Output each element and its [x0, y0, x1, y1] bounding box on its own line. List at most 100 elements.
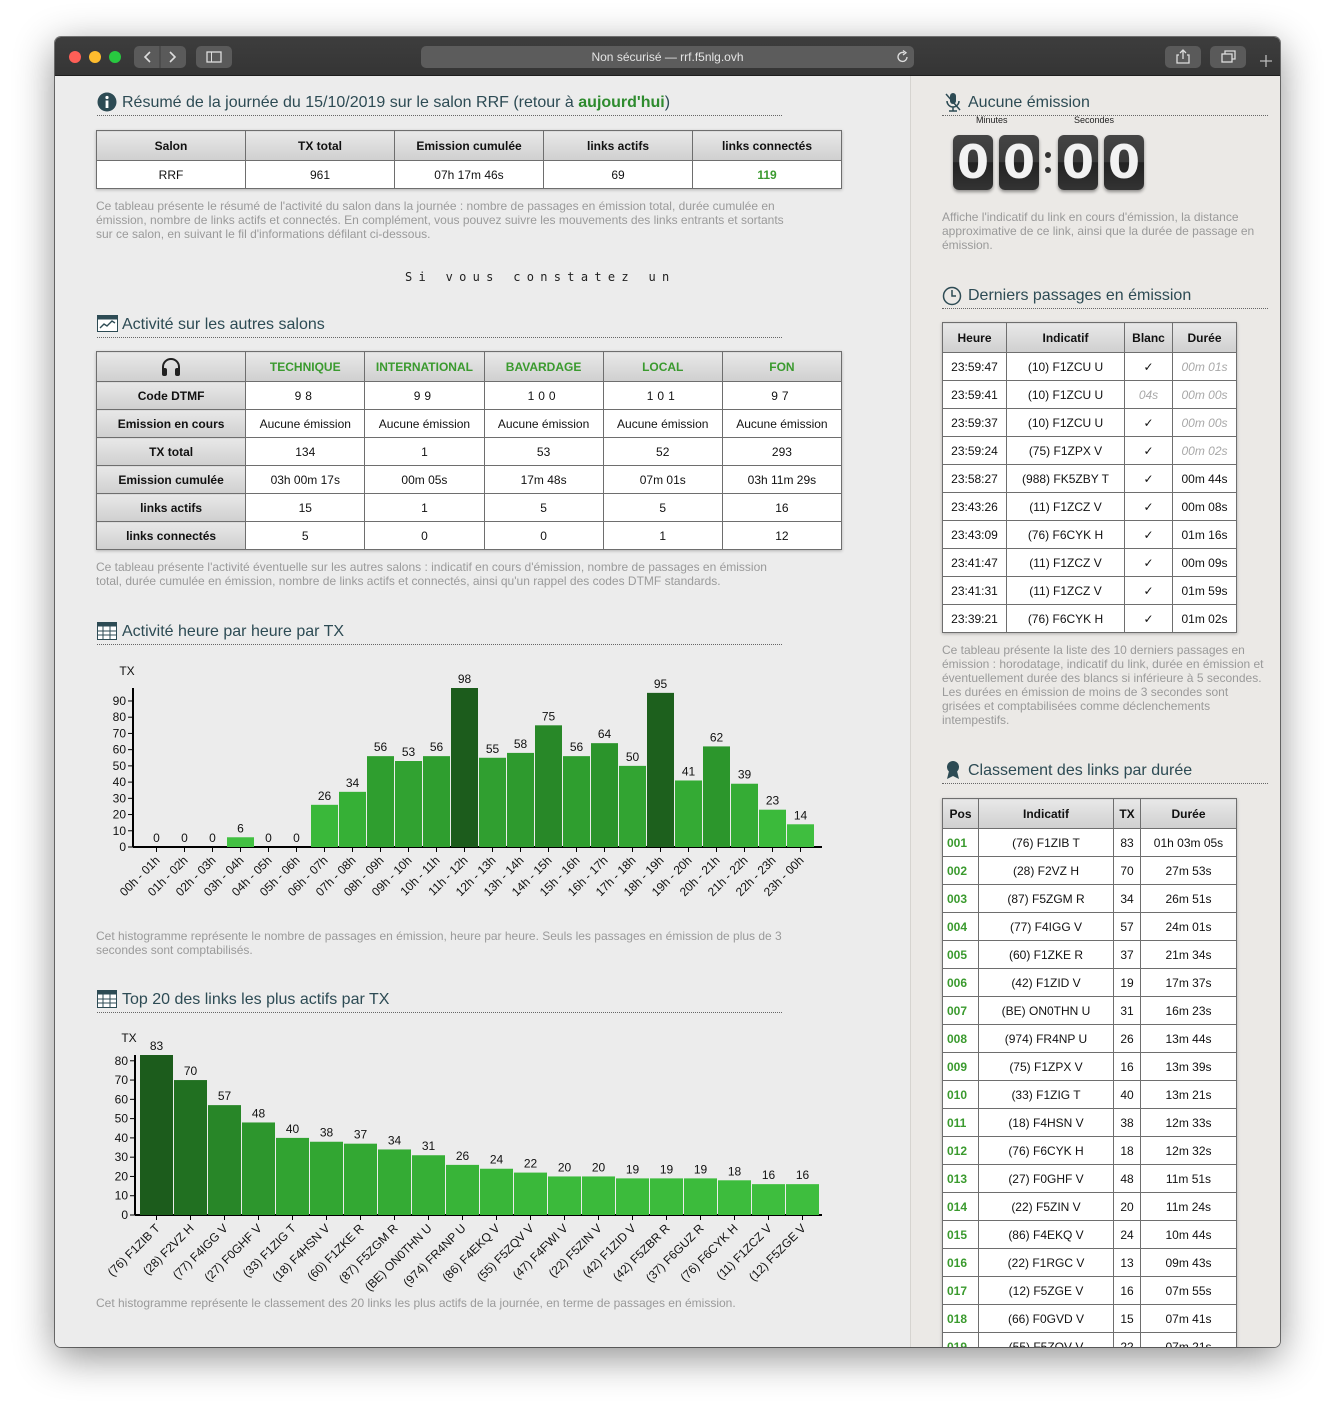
bar [367, 756, 394, 847]
cell: 015 [942, 1220, 979, 1249]
bar [242, 1122, 275, 1215]
row: 010 (33) F1ZIG T 40 13m 21s [942, 1080, 1237, 1109]
bar [684, 1178, 717, 1215]
row: 006 (42) F1ZID V 19 17m 37s [942, 968, 1237, 997]
cell: 17m 37s [1140, 968, 1237, 997]
today-link[interactable]: aujourd'hui [578, 94, 665, 111]
cell: ✓ [1124, 520, 1173, 549]
digit: 0 [999, 135, 1039, 190]
cell: 1 [364, 493, 485, 522]
value-label: 57 [218, 1089, 232, 1103]
cell: 03h 11m 29s [721, 465, 843, 494]
bar [535, 725, 562, 847]
table-icon [97, 990, 117, 1008]
row: 23:59:47 (10) F1ZCU U ✓ 00m 01s [942, 352, 1237, 381]
table-head: Salon TX total Emission cumulée links actif… [96, 130, 842, 161]
cell: 15 [245, 493, 366, 522]
sidebar-button[interactable] [196, 46, 232, 68]
cell: 12m 33s [1140, 1108, 1237, 1137]
cell: (10) F1ZCU U [1006, 380, 1125, 409]
cell: 31 [1113, 996, 1141, 1025]
cell: 16 [721, 493, 843, 522]
hourly-description: Cet histogramme représente le nombre de … [96, 929, 782, 957]
cell: 11m 24s [1140, 1192, 1237, 1221]
cell: 134 [245, 437, 366, 466]
cell: 101 [602, 381, 723, 410]
cell: 010 [942, 1080, 979, 1109]
minutes-label: Minutes [976, 115, 1008, 125]
value-label: 18 [728, 1164, 742, 1178]
bar [675, 780, 702, 847]
bar [480, 1168, 513, 1215]
cell: 5 [245, 521, 366, 550]
rank-heading: Classement des links par durée [968, 762, 1193, 779]
row: 007 (BE) ON0THN U 31 16m 23s [942, 996, 1237, 1025]
y-tick-label: 80 [113, 710, 127, 724]
new-tab-button[interactable] [1256, 51, 1276, 71]
cell: 23:39:21 [942, 604, 1007, 633]
row-header: links actifs [95, 493, 247, 522]
cell: Aucune émission [364, 409, 485, 438]
cell: 37 [1113, 940, 1141, 969]
bar [786, 1184, 819, 1215]
top-heading: Top 20 des links les plus actifs par TX [122, 991, 390, 1008]
cell: 83 [1113, 828, 1141, 857]
row: 23:59:37 (10) F1ZCU U ✓ 00m 00s [942, 408, 1237, 437]
cell: 001 [942, 828, 979, 857]
y-axis-label: TX [119, 664, 134, 678]
minimize-button[interactable] [89, 51, 101, 63]
y-tick-label: 70 [113, 726, 127, 740]
row: 012 (76) F6CYK H 18 12m 32s [942, 1136, 1237, 1165]
cell: 011 [942, 1108, 979, 1137]
bar [647, 692, 674, 847]
cell: 006 [942, 968, 979, 997]
tabs-icon [1221, 50, 1236, 63]
cell: (76) F1ZIB T [978, 828, 1114, 857]
y-tick-label: 30 [113, 791, 127, 805]
row: 23:59:24 (75) F1ZPX V ✓ 00m 02s [942, 436, 1237, 465]
value-label: 48 [252, 1106, 266, 1120]
share-button[interactable] [1165, 46, 1201, 68]
cell: (76) F6CYK H [1006, 604, 1125, 633]
row: links actifs 15 1 5 5 16 [95, 493, 843, 522]
value-label: 26 [456, 1149, 470, 1163]
reload-icon[interactable] [896, 50, 910, 64]
value-label: 64 [598, 727, 612, 741]
back-forward[interactable] [134, 46, 186, 68]
y-tick-label: 60 [115, 1092, 129, 1106]
tabs-button[interactable] [1210, 46, 1246, 68]
row: 018 (66) F0GVD V 15 07m 41s [942, 1304, 1237, 1333]
y-axis-label: TX [121, 1031, 136, 1045]
cell: 23:43:09 [942, 520, 1007, 549]
row-header: Emission en cours [95, 409, 247, 438]
cell: 97 [721, 381, 843, 410]
cell: 00m 00s [1172, 380, 1237, 409]
cell: 019 [942, 1332, 979, 1347]
top-description: Cet histogramme représente le classement… [96, 1296, 736, 1310]
close-button[interactable] [69, 51, 81, 63]
row: 008 (974) FR4NP U 26 13m 44s [942, 1024, 1237, 1053]
bar [208, 1105, 241, 1215]
table-head: Pos Indicatif TX Durée [942, 798, 1237, 829]
cell: 01m 16s [1172, 520, 1237, 549]
row: 017 (12) F5ZGE V 16 07m 55s [942, 1276, 1237, 1305]
y-tick-label: 0 [119, 840, 126, 854]
zoom-button[interactable] [109, 51, 121, 63]
row: 23:59:41 (10) F1ZCU U 04s 00m 00s [942, 380, 1237, 409]
y-tick-label: 60 [113, 743, 127, 757]
value-label: 38 [320, 1126, 334, 1140]
y-tick-label: 30 [115, 1150, 129, 1164]
current-heading: Aucune émission [968, 94, 1090, 111]
cell: (12) F5ZGE V [978, 1276, 1114, 1305]
address-bar[interactable]: Non sécurisé — rrf.f5nlg.ovh [421, 46, 914, 68]
cell: (76) F6CYK H [1006, 520, 1125, 549]
bar [344, 1143, 377, 1215]
value-label: 95 [654, 677, 668, 691]
summary-title: Résumé de la journée du 15/10/2019 sur l… [122, 94, 574, 111]
cell: 00m 08s [1172, 492, 1237, 521]
row: 004 (77) F4IGG V 57 24m 01s [942, 912, 1237, 941]
cell: ✓ [1124, 464, 1173, 493]
salons-description: Ce tableau présente l'activité éventuell… [96, 560, 767, 588]
value-label: 26 [318, 789, 332, 803]
award-icon [947, 761, 959, 779]
